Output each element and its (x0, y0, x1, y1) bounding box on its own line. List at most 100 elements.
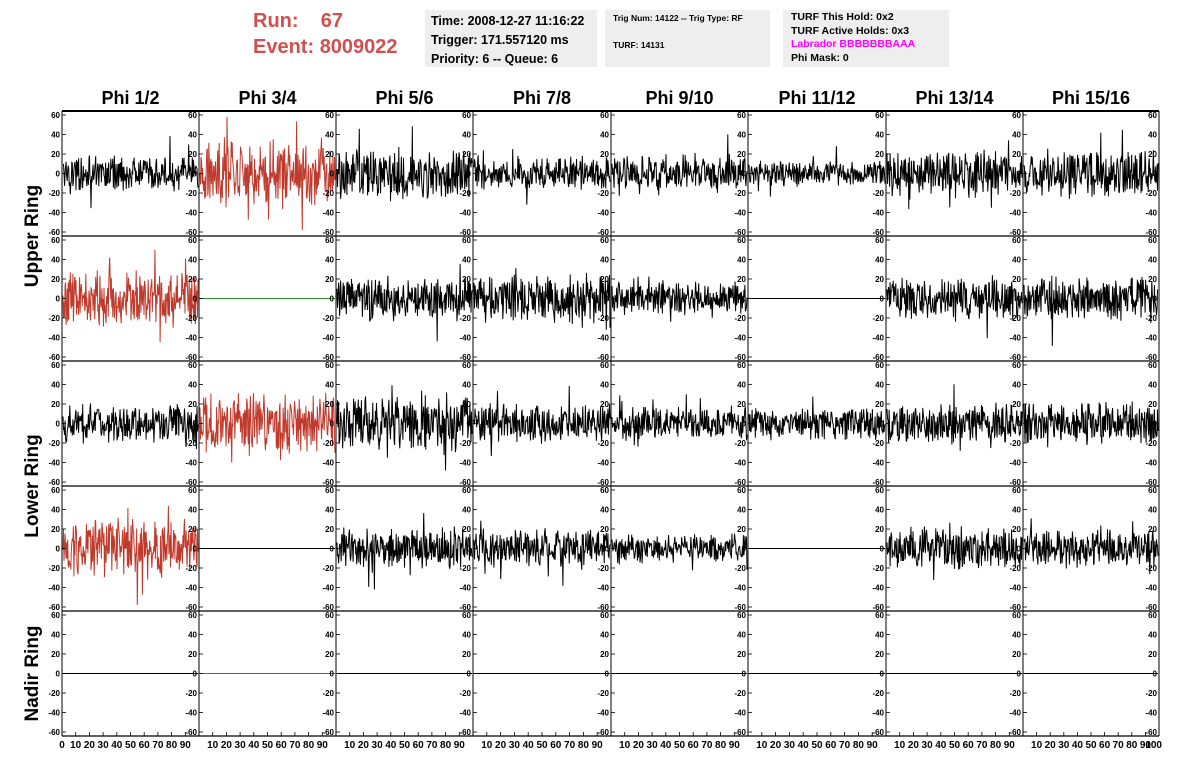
y-tick-label-r5-c7-40: 40 (1012, 631, 1021, 640)
y-tick-label-r3-c8--40: -40 (1145, 459, 1157, 468)
y-tick-label-r2-c7--60: -60 (1009, 353, 1021, 362)
y-tick-label-r2-c4--60: -60 (597, 353, 609, 362)
y-tick-label-r4-c6-60: 60 (875, 486, 884, 495)
y-tick-label-r1-c5-20: 20 (737, 150, 746, 159)
y-tick-label-r3-c7--20: -20 (1009, 439, 1021, 448)
waveform-r3-c8 (1023, 401, 1159, 448)
y-tick-label-r1-c8-20: 20 (1148, 150, 1157, 159)
waveform-r3-c6 (748, 396, 886, 441)
y-tick-label-r5-c4-40: 40 (600, 631, 609, 640)
y-tick-label-r4-c5--20: -20 (734, 564, 746, 573)
y-tick-label-r1-c1-0: 0 (193, 170, 198, 179)
y-tick-label-r1-c3-60: 60 (462, 111, 471, 120)
y-tick-label-r1-c4-0: 0 (605, 170, 610, 179)
priority-text: Priority: 6 -- Queue: 6 (431, 52, 559, 66)
y-tick-label-r2-c2-0: 0 (330, 295, 335, 304)
x-tick-label-c3-70: 70 (426, 740, 438, 751)
y-tick-label-left-r1-60: 60 (51, 111, 60, 120)
x-tick-label-c6-70: 70 (839, 740, 851, 751)
y-tick-label-left-r2--20: -20 (48, 314, 60, 323)
y-tick-label-r3-c1--20: -20 (185, 439, 197, 448)
y-tick-label-r4-c4--20: -20 (597, 564, 609, 573)
y-tick-label-r5-c1-40: 40 (188, 631, 197, 640)
x-tick-label-c4-90: 90 (592, 740, 604, 751)
y-tick-label-r3-c2-40: 40 (325, 381, 334, 390)
waveform-r2-c7 (886, 275, 1023, 339)
y-tick-label-left-r3--20: -20 (48, 439, 60, 448)
y-tick-label-r4-c6--40: -40 (872, 584, 884, 593)
run-event-block: Run: 67 Event: 8009022 (253, 8, 398, 60)
x-tick-label-c4-20: 20 (495, 740, 507, 751)
y-tick-label-r5-c7--20: -20 (1009, 689, 1021, 698)
y-tick-label-r3-c4-20: 20 (600, 400, 609, 409)
y-tick-label-r2-c8-20: 20 (1148, 275, 1157, 284)
y-tick-label-left-r2-0: 0 (56, 295, 61, 304)
column-header-1: Phi 1/2 (101, 88, 159, 108)
y-tick-label-r1-c3--60: -60 (459, 228, 471, 237)
x-tick-label-c6-10: 10 (756, 740, 768, 751)
x-tick-label-c4-30: 30 (509, 740, 521, 751)
y-tick-label-r2-c3--40: -40 (459, 334, 471, 343)
y-tick-label-r2-c6-40: 40 (875, 256, 884, 265)
y-tick-label-r5-c4-20: 20 (600, 650, 609, 659)
y-tick-label-r3-c8--60: -60 (1145, 478, 1157, 487)
y-tick-label-r3-c3-20: 20 (462, 400, 471, 409)
y-tick-label-left-r4-0: 0 (56, 545, 61, 554)
y-tick-label-r5-c6--60: -60 (872, 728, 884, 737)
y-tick-label-r1-c7-60: 60 (1012, 111, 1021, 120)
x-tick-label-c7-40: 40 (935, 740, 947, 751)
y-tick-label-r1-c3-40: 40 (462, 131, 471, 140)
y-tick-label-r5-c3-0: 0 (467, 670, 472, 679)
waveform-r1-c2 (199, 116, 336, 231)
x-tick-label-c7-10: 10 (894, 740, 906, 751)
column-header-3: Phi 5/6 (375, 88, 433, 108)
y-tick-label-r1-c1--20: -20 (185, 189, 197, 198)
event-label: Event: (253, 36, 315, 58)
y-tick-label-r2-c7-0: 0 (1017, 295, 1022, 304)
y-tick-label-r2-c5-20: 20 (737, 275, 746, 284)
waveform-r2-c8 (1023, 275, 1158, 346)
y-tick-label-r4-c5--60: -60 (734, 603, 746, 612)
y-tick-label-r5-c8-60: 60 (1148, 611, 1157, 620)
x-tick-label-c4-50: 50 (536, 740, 548, 751)
y-tick-label-r5-c3-60: 60 (462, 611, 471, 620)
y-tick-label-r1-c2-60: 60 (325, 111, 334, 120)
y-tick-label-r2-c4--40: -40 (597, 334, 609, 343)
y-tick-label-left-r5-40: 40 (51, 631, 60, 640)
y-tick-label-left-r5-0: 0 (56, 670, 61, 679)
y-tick-label-r5-c4--20: -20 (597, 689, 609, 698)
x-tick-label-c3-20: 20 (358, 740, 370, 751)
y-tick-label-r4-c7-0: 0 (1017, 545, 1022, 554)
y-tick-label-r4-c4-0: 0 (605, 545, 610, 554)
y-tick-label-left-r4-40: 40 (51, 506, 60, 515)
y-tick-label-r4-c8--60: -60 (1145, 603, 1157, 612)
y-tick-label-r3-c1-40: 40 (188, 381, 197, 390)
y-tick-label-r2-c8--40: -40 (1145, 334, 1157, 343)
y-tick-label-r2-c8--60: -60 (1145, 353, 1157, 362)
y-tick-label-r1-c7-20: 20 (1012, 150, 1021, 159)
y-tick-label-r4-c3--40: -40 (459, 584, 471, 593)
y-tick-label-r5-c1--60: -60 (185, 728, 197, 737)
y-tick-label-r5-c6-20: 20 (875, 650, 884, 659)
y-tick-label-r5-c7--60: -60 (1009, 728, 1021, 737)
x-tick-label-c1-70: 70 (152, 740, 164, 751)
x-tick-label-c2-50: 50 (262, 740, 274, 751)
y-tick-label-r4-c3--20: -20 (459, 564, 471, 573)
y-tick-label-r4-c5-40: 40 (737, 506, 746, 515)
y-tick-label-r1-c1-60: 60 (188, 111, 197, 120)
y-tick-label-r1-c4--40: -40 (597, 209, 609, 218)
y-tick-label-r2-c7--40: -40 (1009, 334, 1021, 343)
x-tick-label-c2-60: 60 (276, 740, 288, 751)
x-tick-label-c2-40: 40 (248, 740, 260, 751)
y-tick-label-r4-c8-40: 40 (1148, 506, 1157, 515)
y-tick-label-r1-c4--20: -20 (597, 189, 609, 198)
y-tick-label-r5-c8-0: 0 (1153, 670, 1158, 679)
y-tick-label-r5-c8-20: 20 (1148, 650, 1157, 659)
y-tick-label-r2-c2-60: 60 (325, 236, 334, 245)
x-tick-label-c5-10: 10 (619, 740, 631, 751)
y-tick-label-r4-c7-60: 60 (1012, 486, 1021, 495)
y-tick-label-r5-c3--60: -60 (459, 728, 471, 737)
y-tick-label-r4-c3--60: -60 (459, 603, 471, 612)
y-tick-label-r3-c7--60: -60 (1009, 478, 1021, 487)
y-tick-label-r2-c3--60: -60 (459, 353, 471, 362)
